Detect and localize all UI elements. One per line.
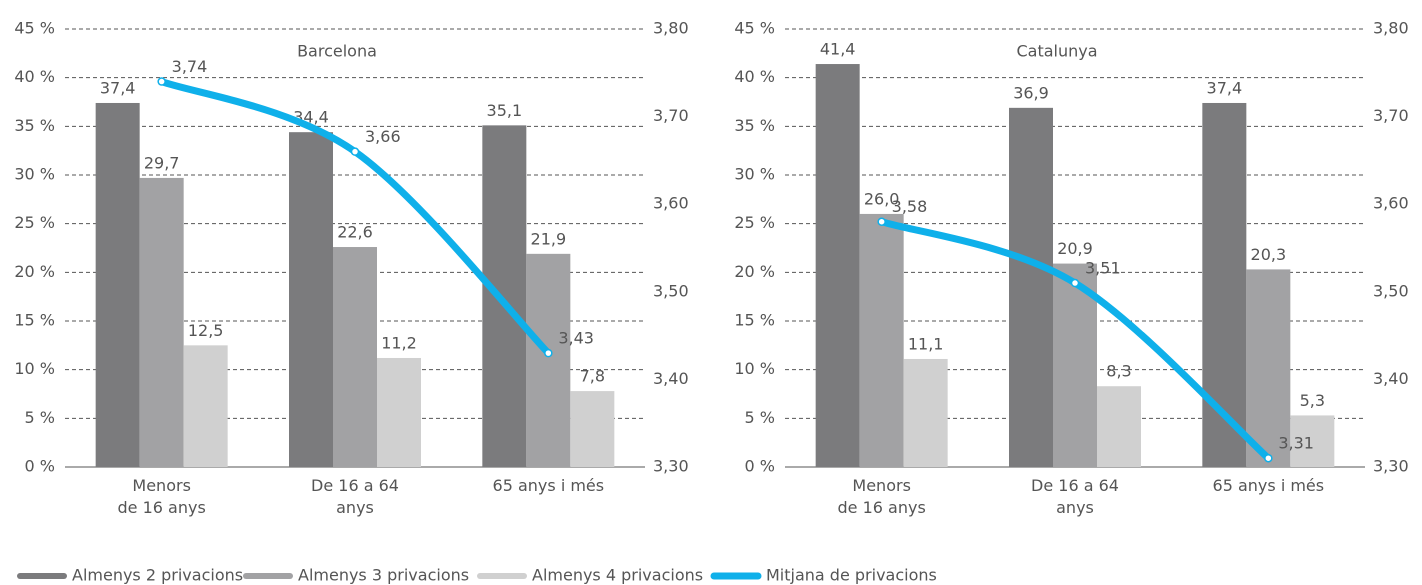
y-tick-label: 0 % [745, 457, 775, 476]
bar-value-label: 12,5 [188, 321, 224, 340]
bar-value-label: 35,1 [487, 101, 523, 120]
y-tick-label: 10 % [14, 359, 55, 378]
bar-value-label: 22,6 [337, 223, 373, 242]
y-tick-label: 45 % [734, 19, 775, 38]
x-tick-label: Menors de 16 anys [117, 476, 206, 517]
bar [1290, 415, 1335, 467]
y-tick-label: 15 % [734, 311, 775, 330]
x-tick-label-box: De 16 a 64 anys [1031, 476, 1119, 517]
x-tick-label-box: De 16 a 64 anys [311, 476, 399, 517]
legend-label: Almenys 2 privacions [72, 566, 243, 585]
x-tick-label-box: Menors de 16 anys [837, 476, 926, 517]
y2-tick-label: 3,40 [653, 369, 689, 388]
bar [139, 177, 184, 468]
bar-value-label: 5,3 [1300, 391, 1325, 410]
bar-value-label: 20,3 [1251, 245, 1287, 264]
x-tick-label-box: 65 anys i més [1212, 476, 1325, 495]
line-value-label: 3,51 [1085, 259, 1121, 278]
y2-tick-label: 3,40 [1373, 369, 1409, 388]
bar [95, 102, 140, 468]
bar [1202, 102, 1247, 468]
line-point [544, 348, 553, 358]
y2-tick-label: 3,30 [1373, 457, 1409, 476]
y-tick-label: 10 % [734, 359, 775, 378]
y-tick-label: 0 % [25, 457, 55, 476]
line-point [1264, 453, 1273, 463]
chart-title: Barcelona [297, 42, 377, 61]
bar-value-label: 11,1 [908, 334, 944, 353]
x-tick-label: De 16 a 64 anys [311, 476, 399, 517]
y2-tick-label: 3,60 [653, 194, 689, 213]
bar [1246, 269, 1291, 467]
x-tick-label: De 16 a 64 anys [1031, 476, 1119, 517]
y-tick-label: 45 % [14, 19, 55, 38]
bar-value-label: 26,0 [864, 189, 900, 208]
bar [333, 247, 377, 467]
bar-value-label: 11,2 [381, 333, 417, 352]
y-tick-label: 35 % [734, 116, 775, 135]
bar-value-label: 37,4 [1207, 78, 1243, 97]
bar-value-label: 7,8 [580, 367, 605, 386]
bar [859, 213, 904, 467]
y-tick-label: 25 % [14, 213, 55, 232]
bar-value-label: 8,3 [1106, 362, 1131, 381]
y-tick-label: 5 % [745, 408, 775, 427]
y-tick-label: 20 % [14, 262, 55, 281]
y2-tick-label: 3,60 [1373, 194, 1409, 213]
y-tick-label: 40 % [734, 67, 775, 86]
bar-value-label: 20,9 [1057, 239, 1093, 258]
y2-tick-label: 3,70 [653, 106, 689, 125]
bar [815, 64, 860, 467]
y-tick-label: 30 % [14, 165, 55, 184]
bar [183, 345, 228, 467]
bar [1009, 107, 1053, 467]
y2-tick-label: 3,80 [653, 19, 689, 38]
x-tick-label: 65 anys i més [492, 476, 605, 495]
bar [903, 358, 948, 467]
chart-title: Catalunya [1016, 42, 1097, 61]
line-value-label: 3,43 [558, 329, 594, 348]
bar-value-label: 36,9 [1013, 83, 1049, 102]
bar-value-label: 41,4 [820, 40, 856, 59]
legend-label: Almenys 4 privacions [532, 566, 703, 585]
bar [570, 391, 615, 467]
bar [526, 253, 571, 467]
x-tick-label: 65 anys i més [1212, 476, 1325, 495]
bar [1097, 386, 1141, 467]
line-value-label: 3,74 [172, 57, 208, 76]
line-value-label: 3,58 [892, 197, 928, 216]
x-tick-label-box: Menors de 16 anys [117, 476, 206, 517]
line-point [157, 77, 166, 86]
y2-tick-label: 3,80 [1373, 19, 1409, 38]
y-tick-label: 15 % [14, 311, 55, 330]
line-value-label: 3,31 [1278, 434, 1314, 453]
bar [289, 132, 333, 467]
bar-value-label: 37,4 [100, 78, 136, 97]
y-tick-label: 25 % [734, 213, 775, 232]
bar [1053, 263, 1097, 467]
y2-tick-label: 3,50 [653, 281, 689, 300]
line-point [350, 147, 360, 156]
y2-tick-label: 3,30 [653, 457, 689, 476]
line-point [1070, 278, 1080, 288]
y2-tick-label: 3,70 [1373, 106, 1409, 125]
bar [482, 125, 527, 468]
y2-tick-label: 3,50 [1373, 281, 1409, 300]
x-tick-label: Menors de 16 anys [837, 476, 926, 517]
y-tick-label: 40 % [14, 67, 55, 86]
bar-value-label: 21,9 [531, 229, 567, 248]
line-value-label: 3,66 [365, 127, 401, 146]
legend-label: Mitjana de privacions [766, 566, 937, 585]
bar [377, 357, 421, 467]
legend-label: Almenys 3 privacions [298, 566, 469, 585]
line-point [877, 217, 886, 226]
y-tick-label: 20 % [734, 262, 775, 281]
y-tick-label: 5 % [25, 408, 55, 427]
bar-value-label: 29,7 [144, 153, 180, 172]
x-tick-label-box: 65 anys i més [492, 476, 605, 495]
y-tick-label: 30 % [734, 165, 775, 184]
y-tick-label: 35 % [14, 116, 55, 135]
